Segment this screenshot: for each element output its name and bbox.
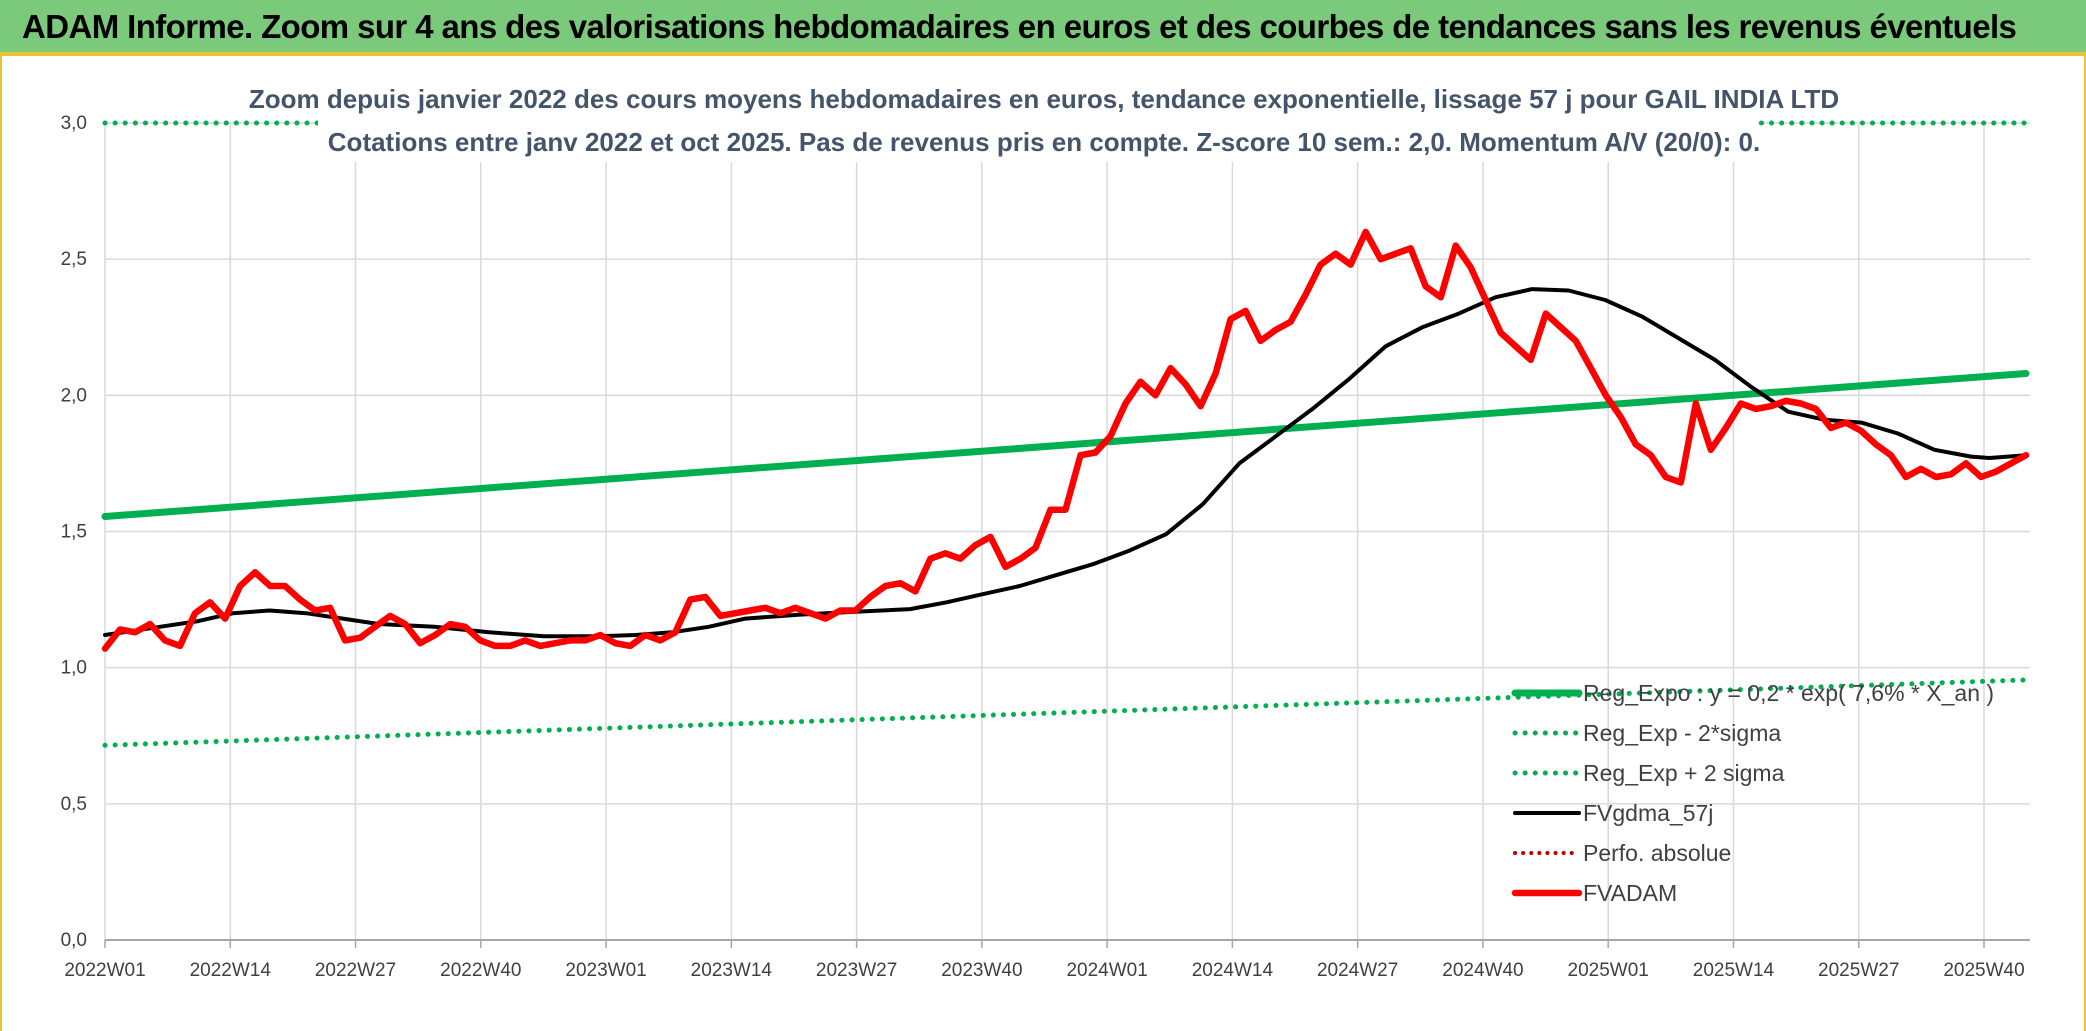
x-tick-label: 2024W14 [1192, 960, 1274, 981]
legend-label: Reg_Exp + 2 sigma [1583, 760, 1785, 786]
series-line-1 [102, 677, 2029, 748]
y-tick-label: 0,0 [61, 930, 87, 951]
y-tick-label: 2,5 [61, 249, 87, 270]
report-banner: ADAM Informe. Zoom sur 4 ans des valoris… [0, 0, 2086, 56]
y-tick-label: 2,0 [61, 385, 87, 406]
x-tick-label: 2024W01 [1066, 960, 1147, 981]
x-tick-label: 2022W40 [440, 960, 521, 981]
legend-label: FVADAM [1583, 880, 1677, 906]
x-tick-label: 2022W01 [64, 960, 145, 981]
x-tick-label: 2023W27 [816, 960, 897, 981]
x-tick-label: 2025W14 [1693, 960, 1775, 981]
chart-frame [0, 52, 2086, 1031]
y-tick-label: 3,0 [61, 113, 87, 134]
axes: 0,0 0,5 1,0 1,5 2,0 2,5 3,0 2022W01 2022W14 2022W… [61, 113, 2030, 981]
x-tick-label: 2022W27 [315, 960, 396, 981]
x-tick-label: 2025W01 [1568, 960, 1649, 981]
x-tick-label: 2023W01 [565, 960, 646, 981]
x-tick-label: 2024W40 [1442, 960, 1523, 981]
y-tick-label: 1,5 [61, 522, 87, 543]
series-line-3 [103, 287, 2028, 639]
chart-titles: Zoom depuis janvier 2022 des cours moyen… [249, 76, 1839, 162]
x-tick-label: 2025W27 [1818, 960, 1899, 981]
y-tick-label: 1,0 [61, 658, 87, 679]
banner-title: ADAM Informe. Zoom sur 4 ans des valoris… [22, 8, 2017, 45]
grid [104, 122, 2030, 941]
x-tick-label: 2023W40 [941, 960, 1022, 981]
legend-label: Reg_Exp - 2*sigma [1583, 720, 1781, 746]
series-line-0 [101, 370, 2030, 520]
series-line-5 [101, 228, 2030, 652]
legend-label: FVgdma_57j [1583, 800, 1713, 826]
y-tick-label: 0,5 [61, 794, 87, 815]
legend-label: Reg_Expo : y = 0,2 * exp( 7,6% * X_an ) [1583, 680, 1994, 706]
chart-title: Zoom depuis janvier 2022 des cours moyen… [249, 84, 1839, 114]
series-lines [101, 120, 2030, 748]
title-background [318, 76, 1758, 116]
legend-label: Perfo. absolue [1583, 840, 1731, 866]
subtitle-background [318, 120, 1758, 162]
legend: Reg_Expo : y = 0,2 * exp( 7,6% * X_an ) R… [1511, 680, 1994, 906]
x-tick-label: 2024W27 [1317, 960, 1398, 981]
chart-subtitle: Cotations entre janv 2022 et oct 2025. P… [328, 127, 1760, 157]
x-tick-label: 2023W14 [691, 960, 773, 981]
x-tick-label: 2022W14 [190, 960, 272, 981]
x-tick-label: 2025W40 [1943, 960, 2024, 981]
